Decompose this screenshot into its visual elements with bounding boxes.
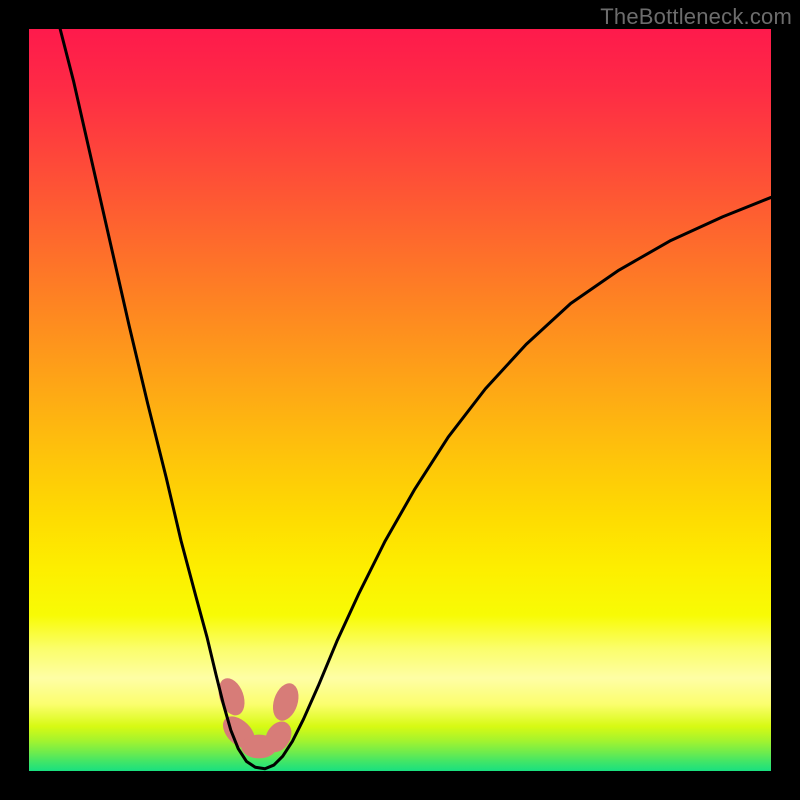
bottleneck-curve [60, 29, 771, 769]
annotation-blob [268, 680, 302, 724]
curve-layer [0, 0, 800, 800]
chart-stage: TheBottleneck.com [0, 0, 800, 800]
watermark-label: TheBottleneck.com [600, 4, 792, 30]
